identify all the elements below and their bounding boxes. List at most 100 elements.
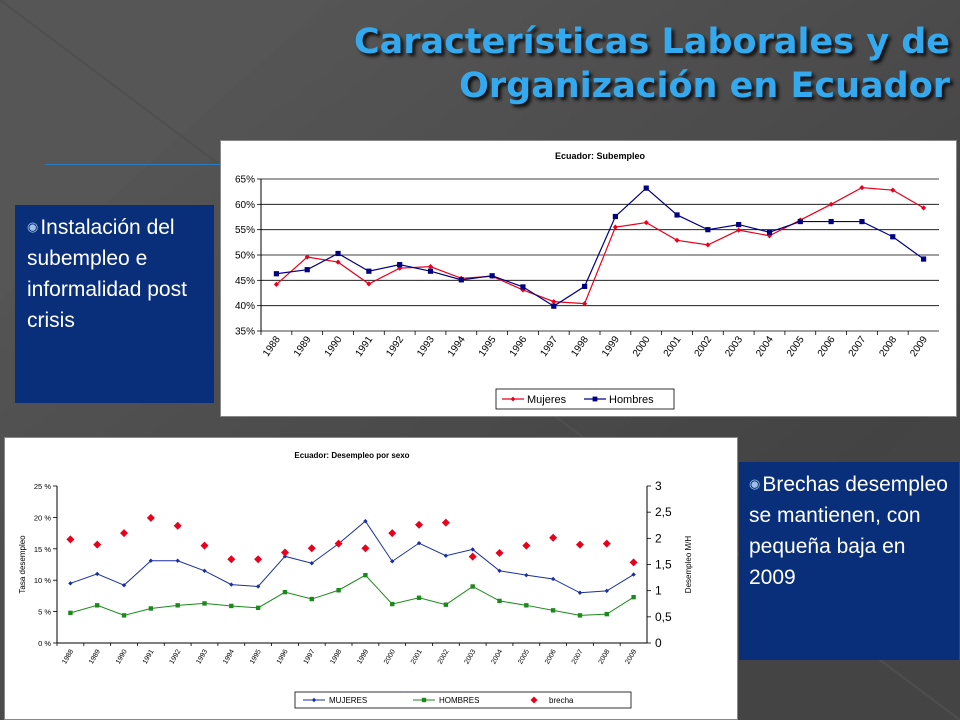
data-point-mujeres xyxy=(736,227,742,233)
data-point-brecha xyxy=(441,518,450,527)
data-point-hombres xyxy=(273,271,280,277)
x-tick-label: 1997 xyxy=(538,334,560,359)
title-line-1: Características Laborales y de xyxy=(353,22,950,62)
legend-label: Mujeres xyxy=(527,394,567,406)
y-tick-label: 25 % xyxy=(34,482,51,491)
x-tick-label: 2006 xyxy=(544,648,558,665)
data-point-brecha xyxy=(307,544,316,553)
data-point-brecha xyxy=(120,529,129,538)
data-point-mujeres xyxy=(550,576,556,582)
x-tick-label: 1997 xyxy=(303,648,317,665)
chart-desempleo-svg: Ecuador: Desempleo por sexo 0 % 5 % 10 % 15 … xyxy=(18,451,693,709)
x-tick-label: 2003 xyxy=(464,648,478,665)
y2-tick-label: 0 xyxy=(655,636,662,650)
x-tick-label: 2009 xyxy=(624,648,638,665)
y-tick-label: 15 % xyxy=(34,545,51,554)
slide-title: Características Laborales y de Organizac… xyxy=(250,20,950,108)
legend-label: MUJERES xyxy=(329,696,367,705)
data-point-hombres xyxy=(489,273,495,279)
data-point-mujeres xyxy=(643,219,649,226)
data-point-hombres xyxy=(68,610,73,616)
series-line-hombres xyxy=(276,187,924,307)
series-line-mujeres xyxy=(276,187,924,305)
data-point-mujeres xyxy=(859,185,865,191)
data-point-mujeres xyxy=(674,237,680,243)
data-point-mujeres xyxy=(920,205,927,211)
x-tick-label: 2005 xyxy=(785,334,807,359)
x-tick-label: 2007 xyxy=(847,334,869,359)
data-point-hombres xyxy=(309,596,314,602)
y-tick-label: 35% xyxy=(235,327,255,338)
data-point-hombres xyxy=(304,267,310,273)
data-point-hombres xyxy=(121,613,127,618)
y-tick-label: 20 % xyxy=(34,513,51,522)
data-point-hombres xyxy=(581,283,588,290)
y2-tick-label: 1,5 xyxy=(655,558,672,572)
y-tick-label: 40% xyxy=(235,301,255,312)
data-point-brecha xyxy=(602,539,611,548)
data-point-brecha xyxy=(254,555,263,564)
x-tick-label: 1988 xyxy=(61,648,75,665)
data-point-hombres xyxy=(550,608,556,613)
data-point-mujeres xyxy=(631,572,636,577)
x-tick-label: 1999 xyxy=(356,648,370,665)
x-tick-label: 2001 xyxy=(410,648,424,665)
series-line-hombres xyxy=(70,574,634,616)
data-point-brecha xyxy=(200,541,209,550)
data-point-brecha xyxy=(629,558,638,567)
legend-marker xyxy=(311,697,317,703)
data-point-brecha xyxy=(549,533,558,542)
x-tick-label: 1988 xyxy=(261,334,283,359)
data-point-mujeres xyxy=(68,581,73,586)
data-point-hombres xyxy=(497,598,502,604)
data-point-hombres xyxy=(524,603,529,608)
legend-label: Hombres xyxy=(609,394,654,406)
bullet-icon: ◉ xyxy=(27,219,39,234)
x-tick-label: 2004 xyxy=(490,648,504,665)
data-point-brecha xyxy=(227,555,236,564)
data-point-hombres xyxy=(202,601,207,606)
legend-marker xyxy=(530,696,538,704)
data-point-hombres xyxy=(631,594,636,600)
bullet-box-subempleo: ◉Instalación del subempleo e informalida… xyxy=(15,205,214,403)
data-point-hombres xyxy=(643,185,649,191)
data-point-brecha xyxy=(93,540,102,549)
x-tick-label: 1993 xyxy=(415,334,437,359)
y2-tick-label: 3 xyxy=(655,479,662,493)
chart-desempleo-sexo: Ecuador: Desempleo por sexo 0 % 5 % 10 % 15 … xyxy=(4,437,738,720)
x-tick-label: 2001 xyxy=(662,334,684,359)
y-tick-label: 60% xyxy=(235,200,255,211)
chart-subempleo: Ecuador: Subempleo 35% 40% 45% 50% 55% 60% 65% 1… xyxy=(220,140,957,417)
data-point-hombres xyxy=(229,603,234,609)
data-point-hombres xyxy=(604,611,609,617)
series-line-mujeres xyxy=(70,520,634,594)
y-tick-label: 50% xyxy=(235,251,255,262)
x-tick-label: 2006 xyxy=(816,334,838,359)
x-tick-label: 2008 xyxy=(877,334,899,359)
y2-tick-label: 2 xyxy=(655,531,662,545)
title-line-2: Organización en Ecuador xyxy=(459,66,950,106)
data-point-hombres xyxy=(175,603,180,608)
x-tick-label: 2002 xyxy=(437,648,451,665)
data-point-hombres xyxy=(416,595,422,600)
data-point-mujeres xyxy=(121,583,127,588)
x-tick-label: 1991 xyxy=(142,648,156,665)
data-point-mujeres xyxy=(705,242,711,248)
x-tick-label: 1998 xyxy=(569,334,591,359)
data-point-hombres xyxy=(766,229,773,235)
y-tick-label: 0 % xyxy=(38,639,51,648)
x-tick-label: 2003 xyxy=(723,334,745,359)
data-point-mujeres xyxy=(551,299,557,305)
bullet-text-brechas: Brechas desempleo se mantienen, con pequ… xyxy=(749,473,948,589)
data-point-mujeres xyxy=(95,571,100,577)
data-point-brecha xyxy=(334,539,343,548)
x-tick-label: 1989 xyxy=(292,334,314,359)
x-tick-label: 2004 xyxy=(754,334,776,359)
data-point-mujeres xyxy=(520,287,526,293)
x-tick-label: 2008 xyxy=(598,648,612,665)
y2-tick-label: 1 xyxy=(655,584,662,598)
data-point-hombres xyxy=(255,605,261,611)
data-point-brecha xyxy=(66,535,75,544)
data-point-brecha xyxy=(575,540,584,549)
data-point-hombres xyxy=(397,262,403,268)
